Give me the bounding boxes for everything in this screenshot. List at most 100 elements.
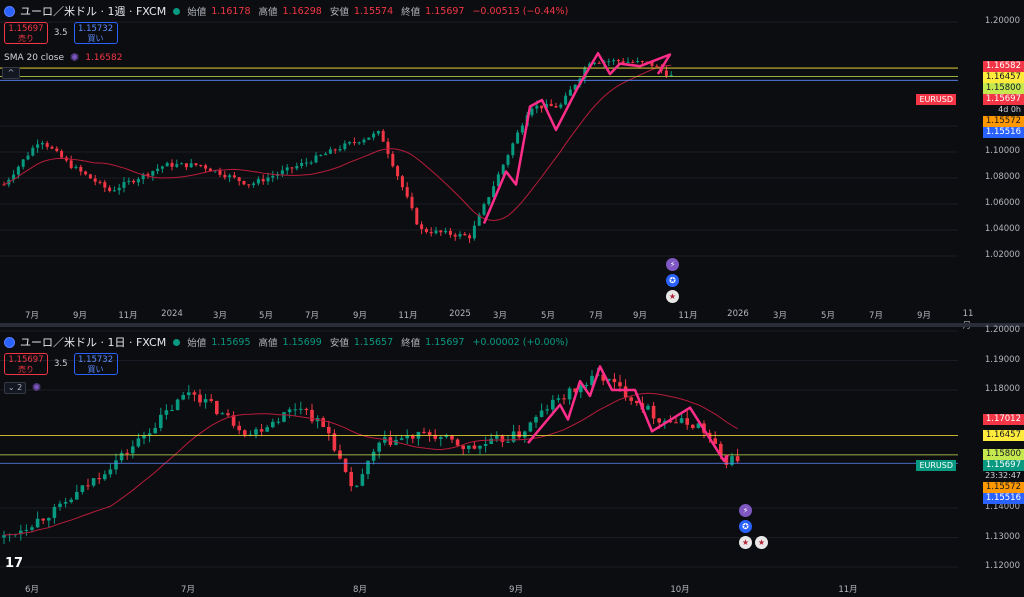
candle-body [719,443,723,456]
symbol-price-tag: EURUSD [916,93,956,105]
tradingview-logo[interactable]: 17 [5,556,24,571]
lightning-event-icon[interactable]: ⚡ [739,504,752,517]
price-tick-label: 1.04000 [984,224,1020,234]
candle-body [151,171,155,176]
symbol-title[interactable]: ユーロ／米ドル · 1日 · FXCM [20,336,167,349]
candle-body [511,431,516,442]
candle-body [261,179,265,182]
time-tick-label: 9月 [917,311,931,321]
us-flag-event-icon[interactable]: ★ [666,290,679,303]
candle-body [198,394,202,403]
time-tick-label: 7月 [869,311,883,321]
eu-event-icon[interactable]: ✪ [666,274,679,287]
candle-body [528,422,533,432]
candle-body [472,225,476,239]
candle-body [477,214,481,226]
sma-name: SMA 20 close [4,52,64,63]
daily-chart-pane[interactable]: ユーロ／米ドル · 1日 · FXCM 始値 1.15695 高値 1.15699 … [0,325,1024,597]
candle-body [376,131,380,134]
eu-event-icon[interactable]: ✪ [739,520,752,533]
symbol-title[interactable]: ユーロ／米ドル · 1週 · FXCM [20,5,167,18]
candle-body [146,174,150,176]
time-tick-label: 5月 [541,311,555,321]
price-tag: 1.16582 [982,60,1024,72]
candle-body [88,174,92,179]
candle-body [713,438,717,444]
indicator-settings-icon[interactable]: ✺ [32,381,42,394]
candle-body [371,451,376,461]
candle-body [496,174,500,187]
candle-body [108,187,112,191]
candle-body [584,385,589,387]
candle-body [422,431,426,433]
candle-body [19,530,23,535]
price-tag: 1.15697 [982,93,1024,105]
pane-divider[interactable] [0,323,1024,327]
candle-body [338,149,342,151]
candle-body [635,400,639,404]
weekly-trade-panel: 1.15697 売り 3.5 1.15732 買い [4,22,118,44]
candle-body [209,399,213,401]
weekly-chart-canvas[interactable] [0,0,958,323]
sell-button[interactable]: 1.15697 売り [4,353,48,375]
candle-body [590,375,594,386]
weekly-time-axis[interactable]: 7月 9月 11月 2024 3月 5月 7月 9月 11月 2025 3月 5月 7月 9月 11月 202… [0,309,973,331]
candle-body [175,399,180,411]
candle-body [319,155,323,157]
candle-body [500,435,505,442]
time-tick-label: 11月 [398,311,418,321]
price-tag: 1.15572 [982,115,1024,127]
candle-body [391,153,395,167]
candle-body [411,435,415,439]
price-tag: 1.15800 [982,82,1024,94]
candle-body [545,409,549,411]
time-tick-label: 11月 [678,311,698,321]
weekly-chart-pane[interactable]: ユーロ／米ドル · 1週 · FXCM 始値 1.16178 高値 1.16298 … [0,0,1024,331]
open-label: 始値 [187,338,207,349]
candle-body [501,164,505,175]
candle-body [415,208,419,225]
candle-body [636,61,640,63]
candle-body [131,446,135,454]
candle-body [629,397,633,401]
candle-body [621,61,625,63]
time-tick-label: 11月 [838,585,858,595]
price-tick-label: 1.14000 [984,502,1020,512]
candle-body [304,408,309,410]
lightning-event-icon[interactable]: ⚡ [666,258,679,271]
buy-button[interactable]: 1.15732 買い [73,22,118,44]
candle-body [276,421,281,423]
open-value: 1.16178 [211,5,251,17]
sma-legend[interactable]: SMA 20 close ✺ 1.16582 [4,51,122,64]
candle-body [220,413,225,415]
buy-price: 1.15732 [77,24,114,34]
candle-body [160,166,164,169]
us-flag-event-icon[interactable]: ★ [739,536,752,549]
candle-body [663,420,667,423]
collapse-legend-button[interactable]: ^ [2,67,20,79]
buy-button[interactable]: 1.15732 買い [73,353,118,375]
time-tick-label: 9月 [73,311,87,321]
daily-time-axis[interactable]: 6月 7月 8月 9月 10月 11月 [0,583,958,597]
candle-body [433,434,437,439]
currency-flag-icon [4,336,15,348]
time-tick-label: 3月 [213,311,227,321]
indicator-settings-icon[interactable]: ✺ [70,51,80,64]
candle-body [189,163,193,168]
time-tick-label: 2024 [161,309,183,319]
us-flag-event-icon[interactable]: ★ [755,536,768,549]
time-tick-label: 10月 [670,585,690,595]
daily-chart-canvas[interactable] [0,327,958,597]
sell-button[interactable]: 1.15697 売り [4,22,48,44]
candle-body [271,421,275,428]
daily-price-scale[interactable]: 1.20000 1.19000 1.18000 1.14000 1.13000 1.120… [958,325,1024,597]
candle-body [399,438,404,440]
candle-body [332,433,337,451]
collapse-legend-button[interactable]: ⌄ 2 [4,381,26,394]
weekly-price-scale[interactable]: 1.200001.120001.100001.080001.060001.040… [958,0,1024,323]
candle-body [287,409,292,413]
candle-body [360,474,365,486]
market-open-icon [173,338,181,346]
sell-label: 売り [18,365,34,374]
candle-body [592,62,596,64]
